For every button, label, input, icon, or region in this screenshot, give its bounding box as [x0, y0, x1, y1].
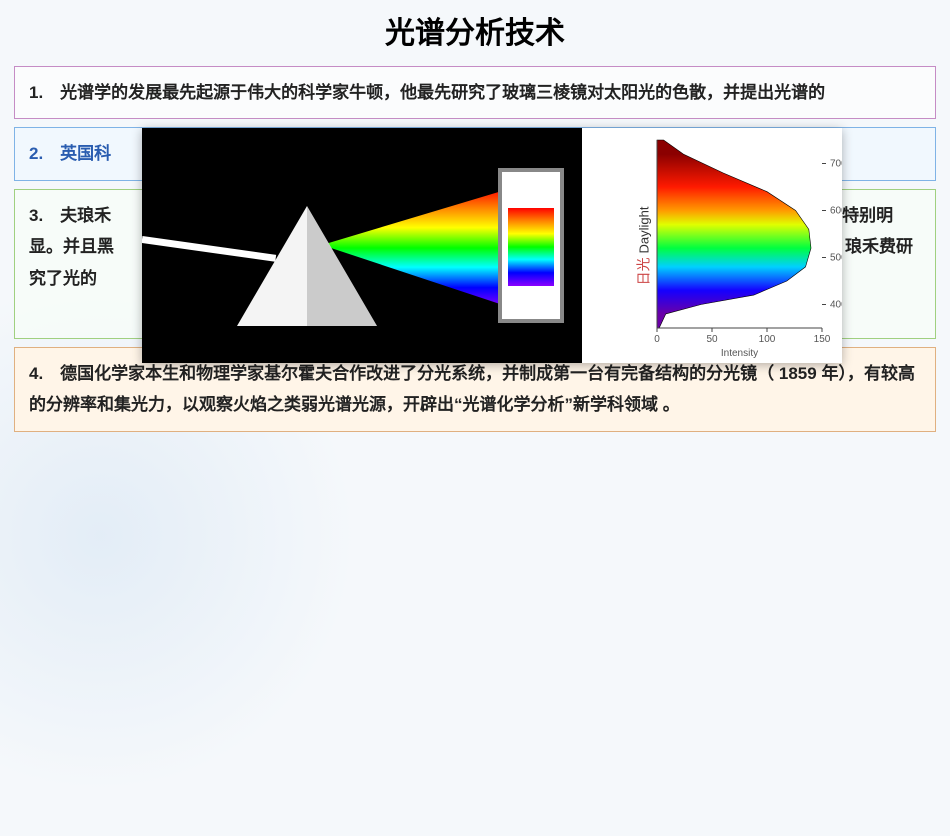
daylight-label-cn: 日光: [635, 257, 651, 285]
svg-text:700: 700: [830, 159, 842, 170]
svg-text:500: 500: [830, 253, 842, 264]
projection-screen: [498, 168, 564, 323]
screen-spectrum: [508, 208, 554, 286]
prism-icon: [237, 206, 377, 326]
item-1: 1. 光谱学的发展最先起源于伟大的科学家牛顿，他最先研究了玻璃三棱镜对太阳光的色…: [14, 66, 936, 119]
svg-text:0: 0: [654, 334, 660, 345]
svg-text:Intensity: Intensity: [721, 348, 758, 359]
prism-dispersion-panel: [142, 128, 582, 363]
spectrum-figure: 0 50 100 150 Intensity 400 500 600 700 日光 Daylig…: [142, 128, 842, 363]
daylight-label-en: Daylight: [636, 206, 651, 253]
page-title: 光谱分析技术: [0, 0, 950, 62]
daylight-chart: 0 50 100 150 Intensity 400 500 600 700: [582, 128, 842, 363]
daylight-spectrum-panel: 0 50 100 150 Intensity 400 500 600 700 日光 Daylig…: [582, 128, 842, 363]
svg-text:50: 50: [706, 334, 718, 345]
svg-text:100: 100: [759, 334, 776, 345]
svg-text:150: 150: [814, 334, 831, 345]
daylight-axis-label: 日光 Daylight: [633, 206, 653, 285]
svg-text:600: 600: [830, 206, 842, 217]
svg-text:400: 400: [830, 300, 842, 311]
